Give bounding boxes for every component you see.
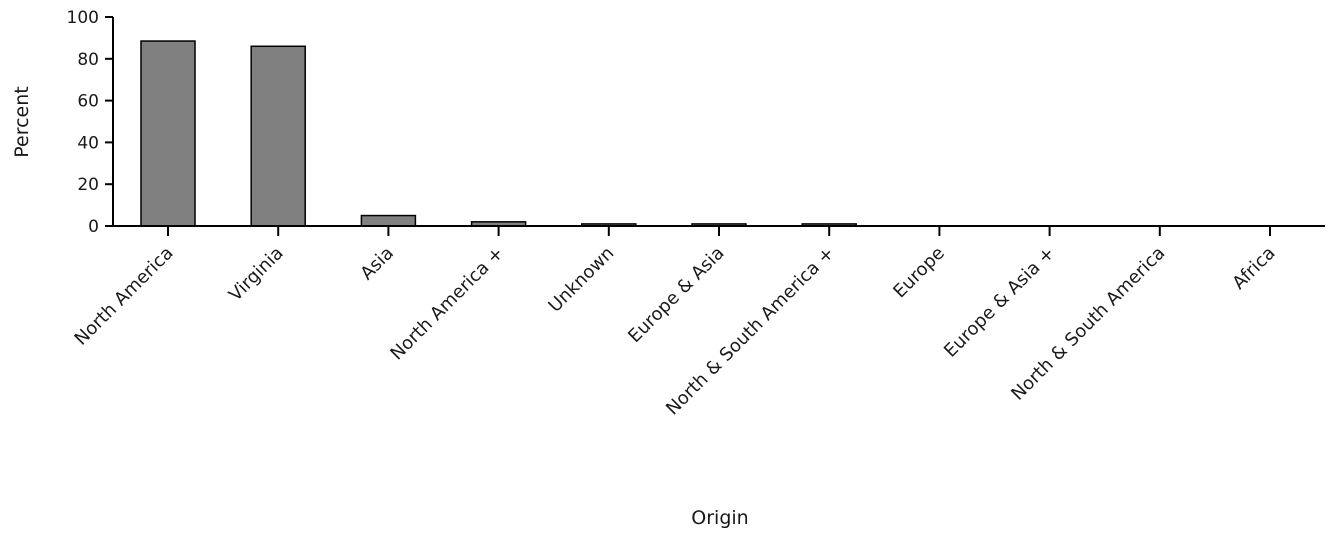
x-category-label: Europe & Asia + — [940, 243, 1059, 362]
x-category-label: Asia — [356, 243, 398, 285]
bars-group — [140, 40, 857, 227]
y-tick-label: 40 — [77, 133, 99, 153]
x-category-label: Virginia — [225, 243, 288, 306]
y-tick-label: 0 — [88, 217, 99, 237]
x-axis-title: Origin — [691, 507, 748, 529]
y-tick-label: 100 — [67, 8, 99, 28]
x-category-label: Europe — [889, 243, 949, 303]
y-tick-label: 20 — [77, 175, 99, 195]
x-category-label: Africa — [1228, 243, 1279, 294]
bar — [140, 40, 196, 227]
bar — [360, 214, 417, 227]
y-axis-title: Percent — [11, 86, 33, 158]
x-category-label: Europe & Asia — [624, 243, 728, 347]
y-ticks-group: 0 20 40 60 80 100 — [67, 8, 113, 237]
x-category-label: North America — [71, 243, 178, 350]
x-category-label: Unknown — [544, 243, 618, 317]
y-tick-label: 60 — [77, 92, 99, 112]
bar — [250, 45, 306, 227]
y-tick-label: 80 — [77, 50, 99, 70]
x-category-label: North America + — [386, 243, 508, 365]
